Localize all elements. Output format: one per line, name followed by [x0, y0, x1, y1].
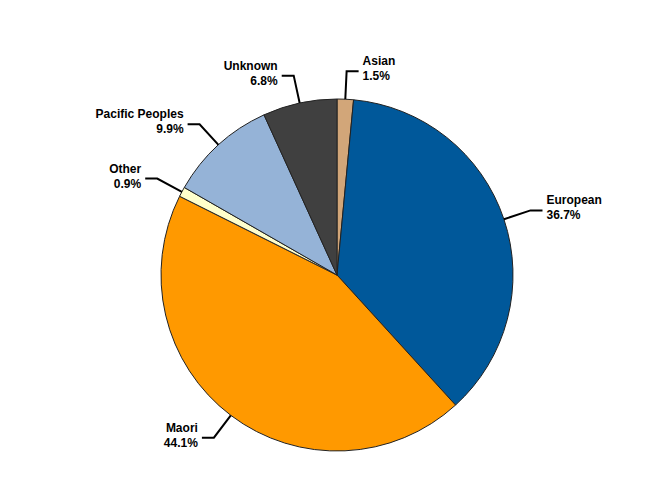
svg-text:European36.7%: European36.7%: [546, 193, 601, 222]
svg-text:Pacific Peoples9.9%: Pacific Peoples9.9%: [96, 107, 184, 136]
svg-text:Unknown6.8%: Unknown6.8%: [224, 59, 278, 88]
svg-text:Other0.9%: Other0.9%: [109, 162, 141, 191]
svg-text:Maori44.1%: Maori44.1%: [164, 421, 198, 450]
svg-text:Asian1.5%: Asian1.5%: [363, 54, 396, 83]
